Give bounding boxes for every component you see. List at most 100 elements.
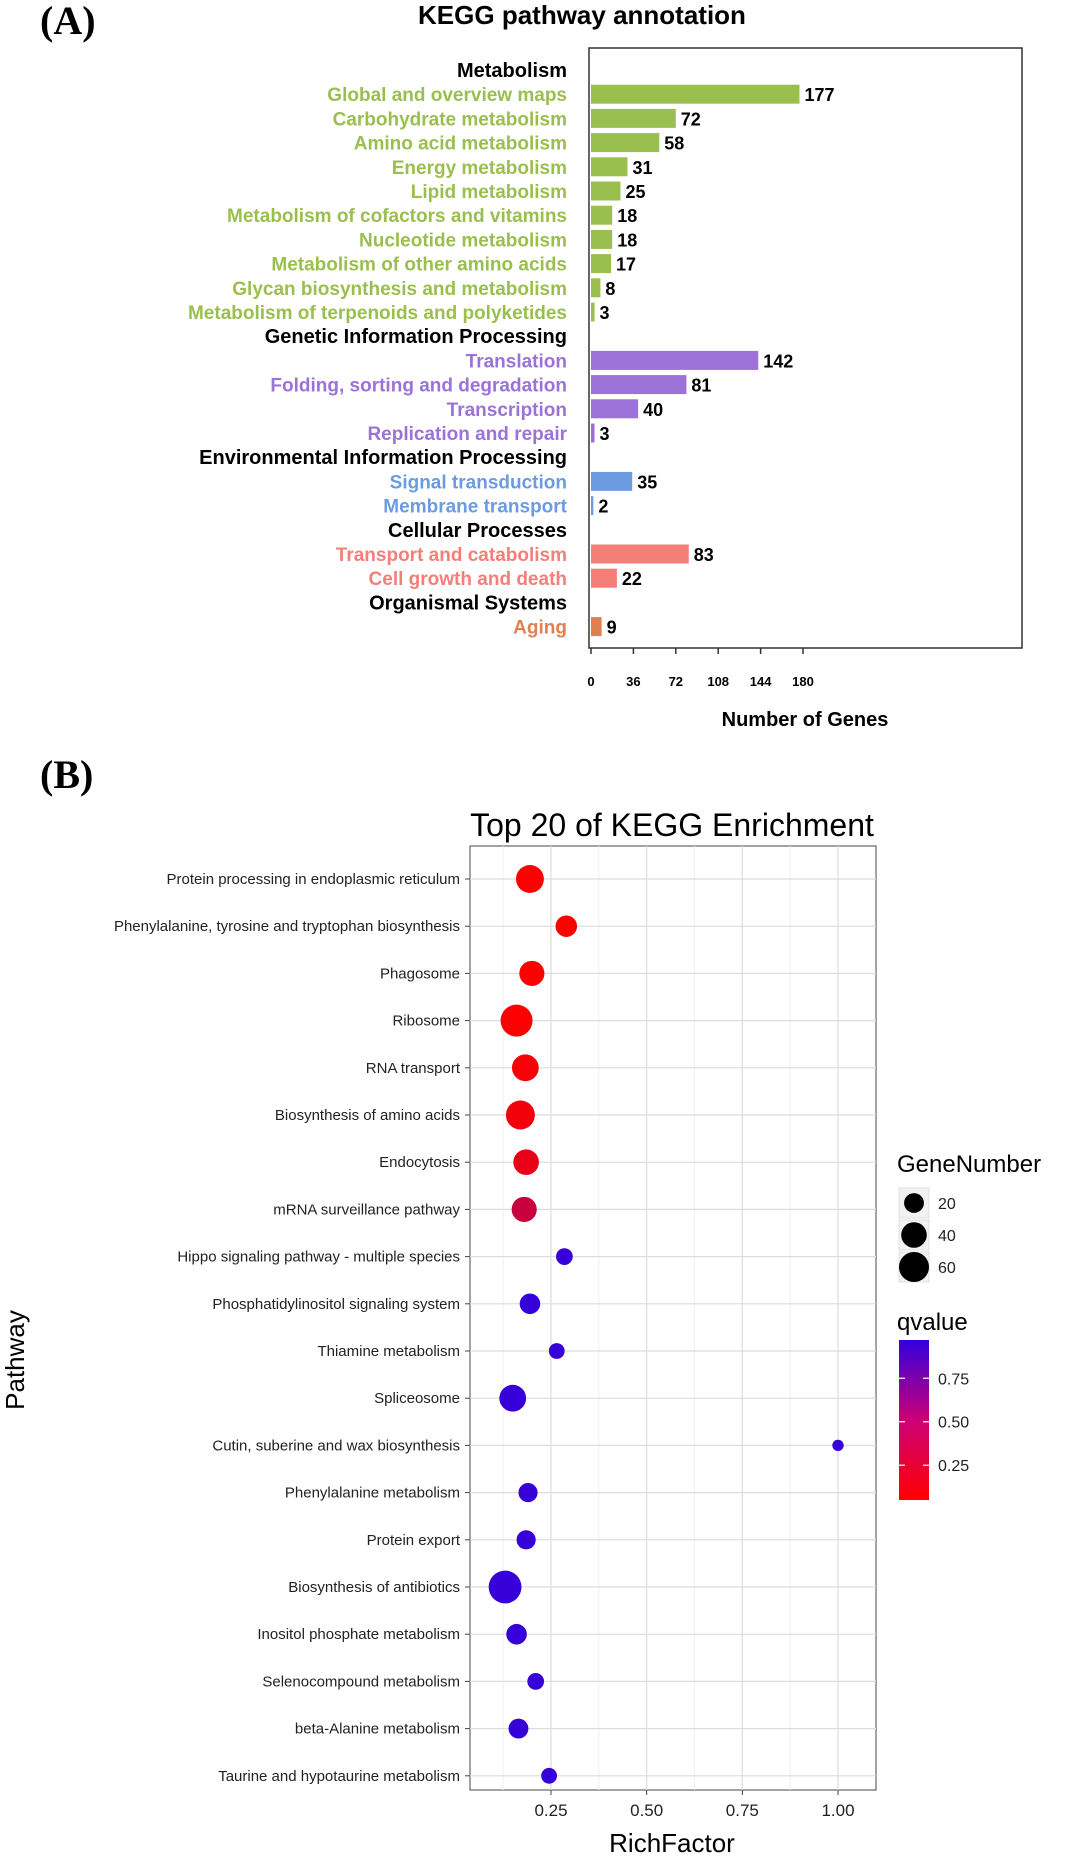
panel-label-a: (A): [40, 0, 96, 43]
pathway-label: Biosynthesis of amino acids: [275, 1107, 460, 1124]
category-label: Carbohydrate metabolism: [333, 109, 567, 130]
x-tick-label: 0.25: [534, 1801, 567, 1820]
x-tick-label: 0.75: [726, 1801, 759, 1820]
size-legend-label: 20: [938, 1196, 956, 1213]
x-tick-label: 108: [707, 674, 729, 689]
bar-value-label: 17: [616, 255, 636, 275]
category-label: Energy metabolism: [392, 158, 567, 179]
category-label: Metabolism of cofactors and vitamins: [227, 206, 567, 227]
pathway-label: beta-Alanine metabolism: [295, 1721, 460, 1738]
enrichment-point: [516, 1530, 536, 1550]
category-label: Cell growth and death: [369, 569, 567, 590]
category-label: Translation: [466, 351, 567, 372]
bar: [591, 108, 676, 128]
category-label: Folding, sorting and degradation: [270, 376, 567, 397]
size-legend-dot: [904, 1193, 924, 1213]
x-tick-label: 0.50: [630, 1801, 663, 1820]
bar-value-label: 31: [633, 158, 653, 178]
enrichment-point: [555, 915, 578, 937]
bar-value-label: 58: [664, 134, 684, 154]
bar-value-label: 2: [598, 497, 608, 517]
pathway-label: Ribosome: [392, 1013, 460, 1030]
chart-a-xlabel: Number of Genes: [722, 709, 889, 731]
bar: [591, 399, 639, 419]
pathway-label: Thiamine metabolism: [317, 1343, 460, 1360]
chart-b-title: Top 20 of KEGG Enrichment: [470, 807, 874, 843]
pathway-label: Phenylalanine metabolism: [285, 1485, 460, 1502]
bar: [591, 375, 687, 395]
bar: [591, 205, 613, 225]
enrichment-point: [505, 1100, 535, 1130]
category-label: Transport and catabolism: [336, 545, 567, 566]
pathway-label: Hippo signaling pathway - multiple speci…: [177, 1249, 460, 1266]
category-label: Aging: [513, 618, 567, 639]
pathway-label: Protein processing in endoplasmic reticu…: [167, 871, 460, 888]
chart-b-xlabel: RichFactor: [609, 1828, 735, 1858]
bar: [591, 254, 612, 274]
bar: [591, 568, 617, 588]
bar-value-label: 81: [691, 376, 711, 396]
size-legend-dot: [898, 1251, 930, 1283]
size-legend-label: 60: [938, 1260, 956, 1277]
chart-b-panel: [469, 845, 877, 1791]
bar: [591, 133, 660, 153]
pathway-label: Spliceosome: [374, 1390, 460, 1407]
kegg-enrichment-chart: (B) Top 20 of KEGG Enrichment Protein pr…: [0, 752, 1041, 1858]
color-legend-label: 0.50: [938, 1415, 969, 1432]
bar-value-label: 3: [600, 424, 610, 444]
pathway-label: RNA transport: [366, 1060, 461, 1077]
x-tick-label: 72: [669, 674, 683, 689]
group-heading: Genetic Information Processing: [265, 326, 567, 348]
pathway-label: Taurine and hypotaurine metabolism: [218, 1768, 460, 1785]
pathway-label: Selenocompound metabolism: [262, 1673, 460, 1690]
bar-value-label: 35: [637, 472, 657, 492]
category-label: Nucleotide metabolism: [359, 230, 567, 251]
bar: [591, 302, 595, 322]
color-legend-bar: [899, 1340, 929, 1500]
enrichment-point: [548, 1343, 565, 1359]
enrichment-point: [518, 1483, 538, 1503]
group-heading: Organismal Systems: [369, 592, 567, 614]
color-legend-label: 0.75: [938, 1371, 969, 1388]
pathway-label: Endocytosis: [379, 1154, 460, 1171]
pathway-label: Inositol phosphate metabolism: [257, 1626, 460, 1643]
size-legend-title: GeneNumber: [897, 1151, 1041, 1178]
bar: [591, 157, 628, 177]
category-label: Metabolism of terpenoids and polyketides: [188, 303, 567, 324]
bar: [591, 181, 621, 201]
bar: [591, 350, 759, 370]
pathway-label: Phagosome: [380, 965, 460, 982]
bar-value-label: 25: [625, 182, 645, 202]
enrichment-point: [519, 1293, 541, 1315]
color-legend-title: qvalue: [897, 1309, 968, 1336]
enrichment-point: [500, 1004, 533, 1037]
bar: [591, 617, 602, 637]
pathway-label: Biosynthesis of antibiotics: [288, 1579, 460, 1596]
enrichment-point: [511, 1196, 537, 1222]
enrichment-point: [519, 960, 545, 986]
bar-value-label: 18: [617, 230, 637, 250]
bar-value-label: 72: [681, 109, 701, 129]
bar-value-label: 9: [607, 618, 617, 638]
pathway-label: Protein export: [367, 1532, 461, 1549]
category-label: Transcription: [447, 400, 567, 421]
bar-value-label: 8: [605, 279, 615, 299]
category-label: Replication and repair: [367, 424, 567, 445]
category-label: Membrane transport: [383, 497, 567, 518]
x-tick-label: 0: [587, 674, 594, 689]
category-label: Global and overview maps: [327, 85, 567, 106]
bar-value-label: 177: [804, 85, 834, 105]
bar: [591, 84, 800, 104]
pathway-label: Cutin, suberine and wax biosynthesis: [212, 1437, 460, 1454]
pathway-label: Phosphatidylinositol signaling system: [212, 1296, 460, 1313]
pathway-label: Phenylalanine, tyrosine and tryptophan b…: [114, 918, 460, 935]
size-legend-label: 40: [938, 1228, 956, 1245]
category-label: Signal transduction: [390, 472, 567, 493]
pathway-label: mRNA surveillance pathway: [273, 1201, 460, 1218]
enrichment-point: [506, 1623, 527, 1645]
group-heading: Metabolism: [457, 60, 567, 82]
enrichment-point: [511, 1054, 539, 1082]
enrichment-point: [488, 1570, 522, 1604]
bar-value-label: 22: [622, 569, 642, 589]
x-tick-label: 144: [750, 674, 772, 689]
